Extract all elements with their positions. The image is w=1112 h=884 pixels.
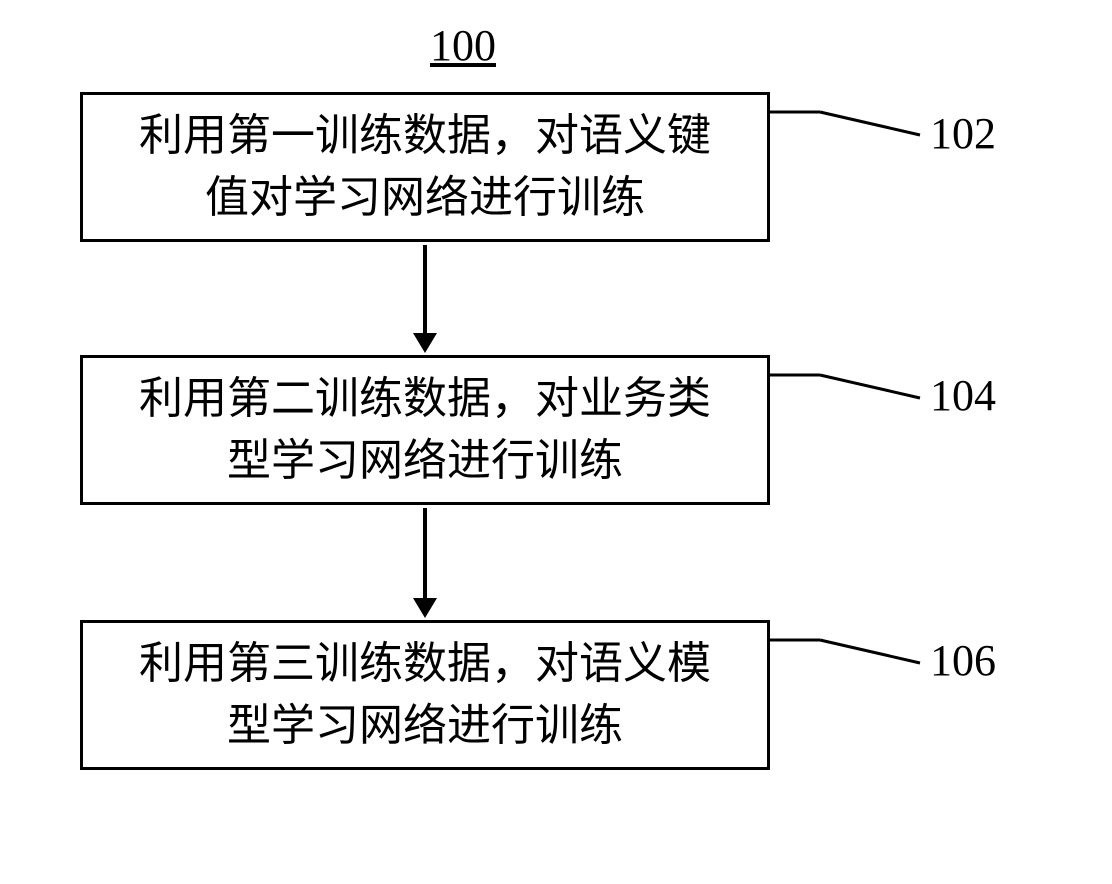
ref-label-106: 106 bbox=[930, 635, 996, 686]
leader-line-3 bbox=[0, 0, 1112, 884]
flowchart-diagram: 100 利用第一训练数据，对语义键 值对学习网络进行训练 102 利用第二训练数… bbox=[0, 0, 1112, 879]
